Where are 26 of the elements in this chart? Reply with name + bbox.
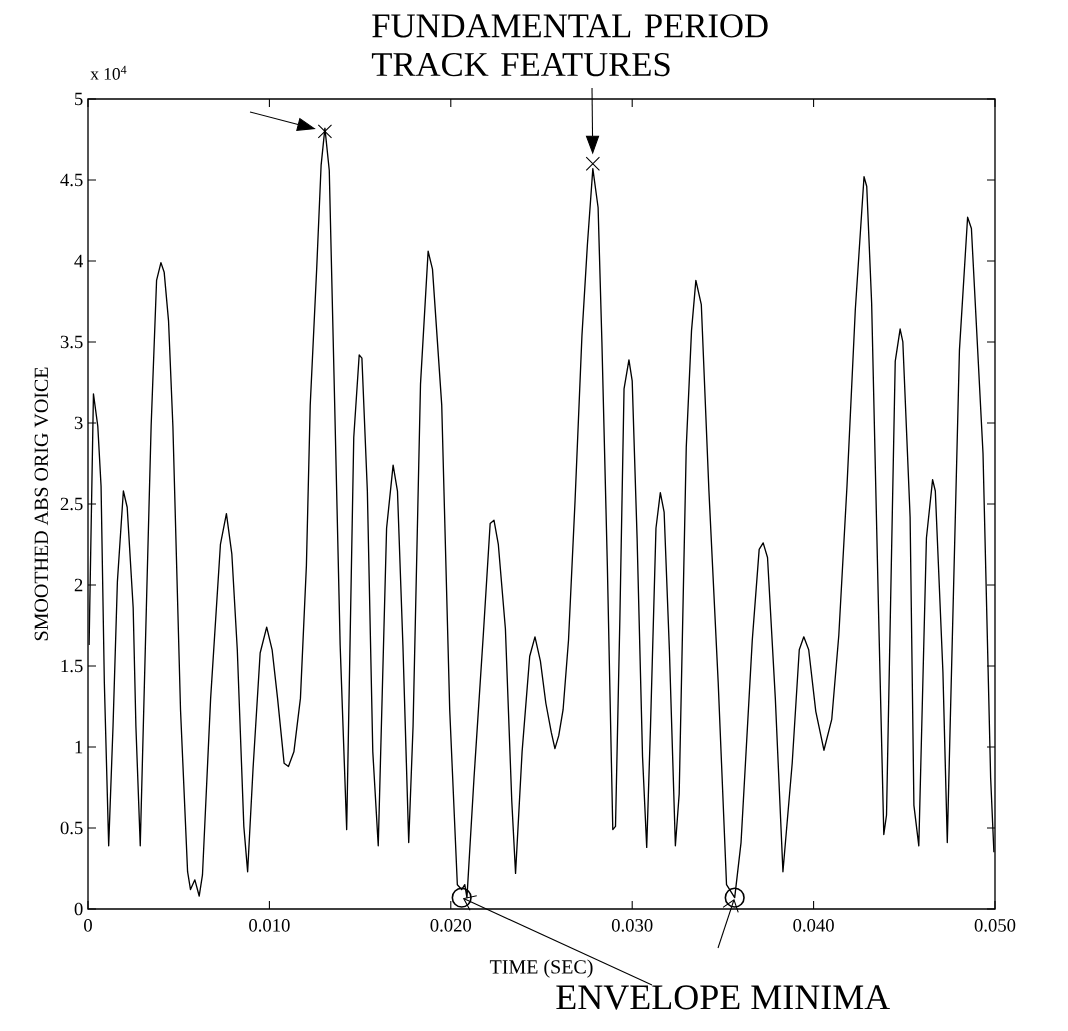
y-tick-label: 2 [74,578,83,592]
y-tick-label: 5 [75,92,83,106]
x-axis-title: TIME (SEC) [489,959,593,978]
y-tick-label: 4 [74,254,84,268]
point [724,887,745,908]
x-tick-label: 0.020 [430,919,472,932]
annotation: FUNDAMENTAL PERIOD TRACK FEATURES [371,14,768,77]
y-tick-label: 1.5 [61,659,83,673]
y-tick-label: 2.5 [60,497,83,511]
text: x 10$^{4}$ [90,65,127,80]
y-tick-label: 4.5 [60,173,83,187]
y-axis-title: SMOOTHED ABS ORIG VOICE [34,367,49,641]
x-tick-label: 0.050 [974,919,1016,932]
y-tick-label: 0 [74,902,83,916]
point [585,156,600,171]
x-tick-label: 0.030 [611,919,653,932]
x-tick-label: 0.040 [793,919,834,932]
x-tick-label: 0 [84,919,92,932]
y-tick-label: 3.5 [60,335,83,349]
x-tick-label: 0.010 [249,919,290,932]
annotation: ENVELOPE MINIMA [556,985,890,1010]
point [317,124,333,139]
y-tick-label: 1 [75,740,83,754]
point [451,887,472,908]
y-tick-label: 3 [74,416,83,430]
y-tick-label: 0.5 [60,821,83,835]
